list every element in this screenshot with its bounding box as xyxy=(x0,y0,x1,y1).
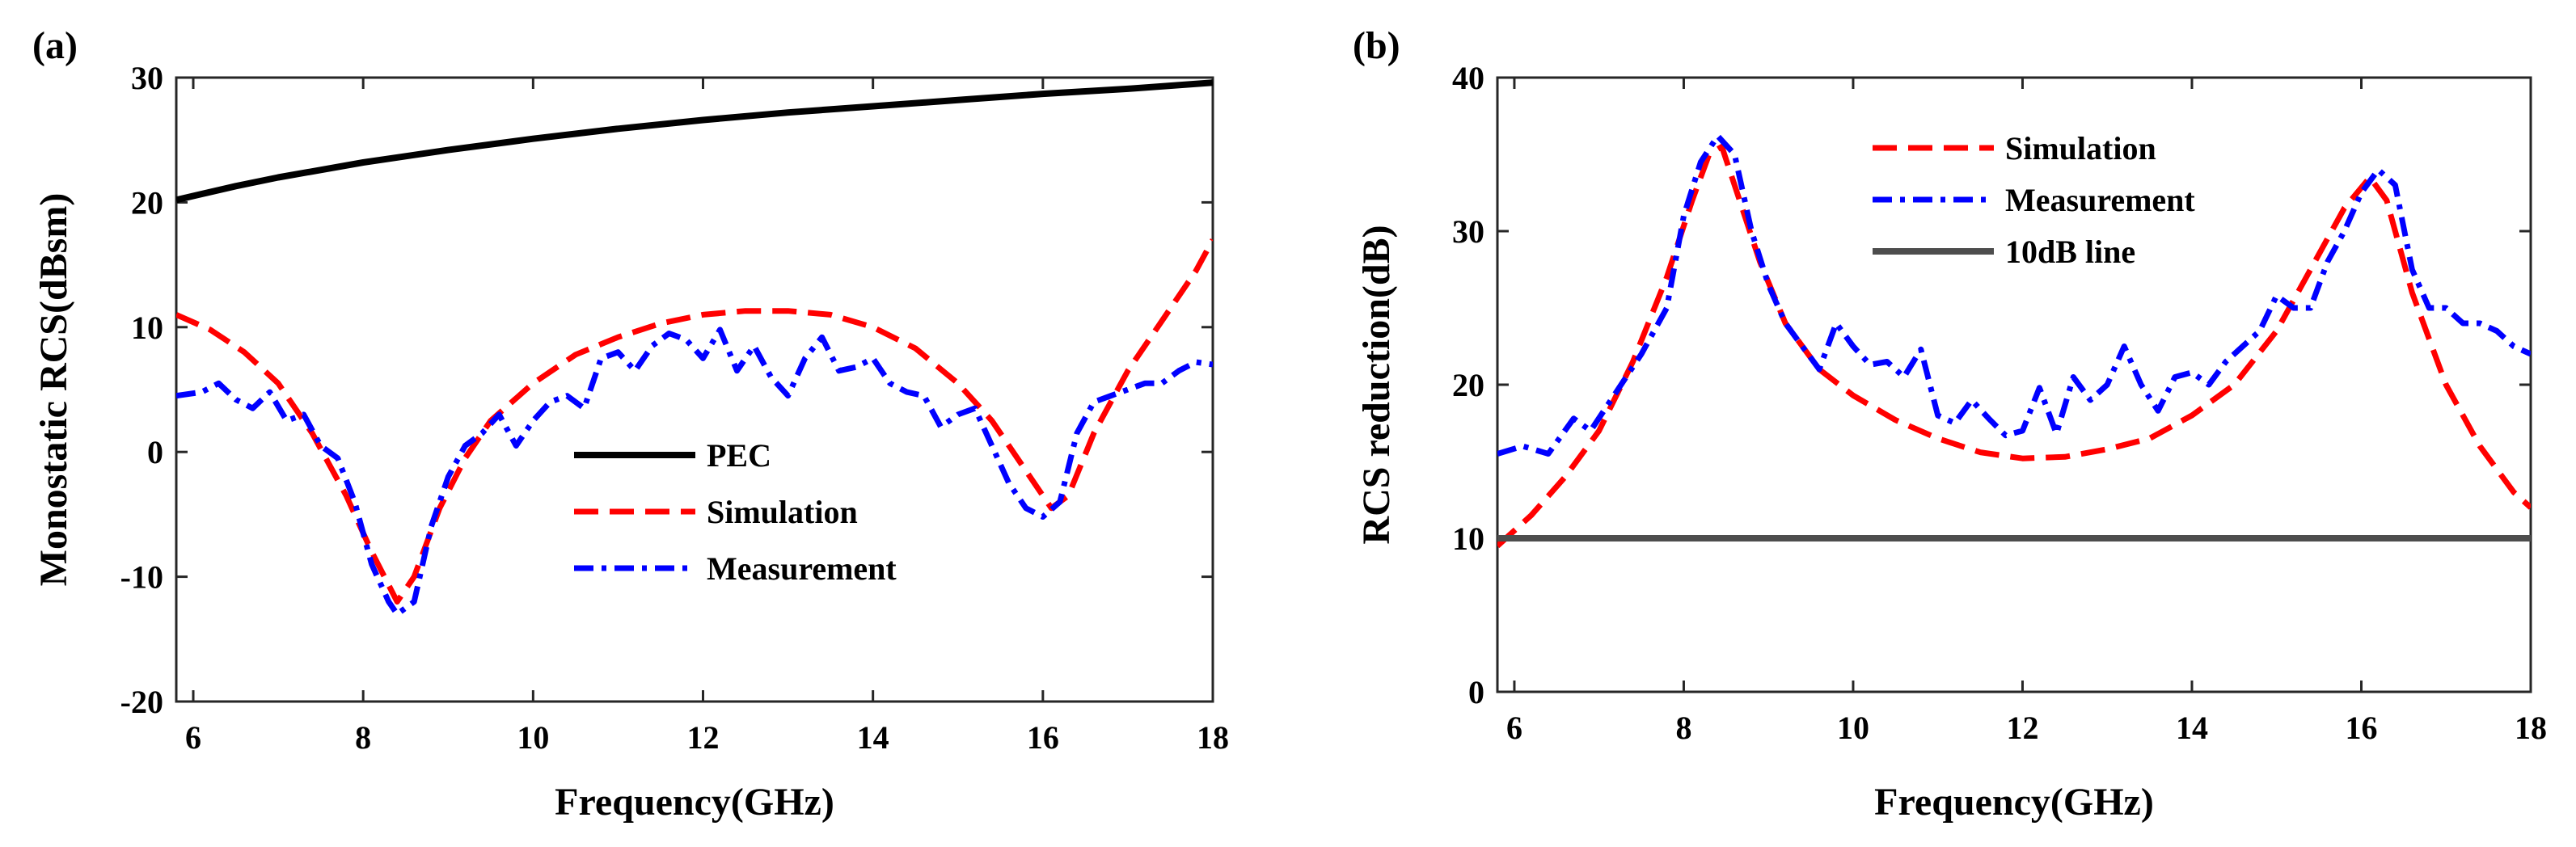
legend-label: PEC xyxy=(707,437,771,474)
legend-label: Simulation xyxy=(707,494,858,530)
y-axis-label: RCS reduction(dB) xyxy=(1355,225,1398,544)
chart-panel-a: (a) 6 8 10 12 14 16 18 -20 -10 0 10 20 30 Frequency(GH… xyxy=(32,24,1229,824)
x-tick-label: 6 xyxy=(185,719,201,756)
x-tick-label: 12 xyxy=(687,719,720,756)
legend-label: Simulation xyxy=(2005,130,2156,166)
y-tick-label: 30 xyxy=(1452,213,1484,250)
x-tick-label: 10 xyxy=(1837,710,1869,746)
x-tick-label: 18 xyxy=(1197,719,1229,756)
y-axis-label: Monostatic RCS(dBsm) xyxy=(32,193,75,587)
panel-label: (a) xyxy=(32,24,78,67)
x-tick-label: 12 xyxy=(2006,710,2038,746)
y-tick-label: 30 xyxy=(131,60,163,96)
x-axis-label: Frequency(GHz) xyxy=(555,781,834,824)
y-tick-label: 0 xyxy=(147,434,163,470)
chart-panel-b: (b) 6 8 10 12 14 16 18 0 10 20 30 40 Frequency(GHz) RC… xyxy=(1353,24,2547,824)
series-group xyxy=(1497,133,2531,549)
x-axis-label: Frequency(GHz) xyxy=(1874,781,2154,824)
legend: PEC Simulation Measurement xyxy=(574,437,897,587)
panel-label: (b) xyxy=(1353,24,1400,67)
series-line-measurement xyxy=(1497,133,2531,457)
x-tick-label: 14 xyxy=(2176,710,2208,746)
y-tick-label: 20 xyxy=(1452,367,1484,403)
y-tick-label: -20 xyxy=(120,684,163,720)
y-tick-label: 40 xyxy=(1452,60,1484,96)
y-tick-label: 10 xyxy=(131,310,163,346)
axes-box xyxy=(175,76,1214,703)
legend: Simulation Measurement 10dB line xyxy=(1873,130,2195,270)
axes-box xyxy=(1496,76,2532,693)
y-tick-label: 20 xyxy=(131,184,163,221)
y-tick-label: 10 xyxy=(1452,520,1484,557)
x-tick-label: 16 xyxy=(1027,719,1059,756)
x-tick-label: 18 xyxy=(2515,710,2547,746)
series-line-simulation xyxy=(176,238,1213,605)
series-line-simulation xyxy=(1497,144,2531,549)
legend-label: 10dB line xyxy=(2005,234,2135,270)
legend-label: Measurement xyxy=(707,550,897,587)
x-tick-label: 8 xyxy=(355,719,371,756)
x-tick-label: 14 xyxy=(857,719,889,756)
x-tick-label: 8 xyxy=(1675,710,1691,746)
series-line-pec xyxy=(176,79,1213,204)
series-group xyxy=(176,79,1213,617)
x-tick-label: 10 xyxy=(517,719,549,756)
y-tick-label: 0 xyxy=(1468,674,1484,710)
x-tick-label: 16 xyxy=(2345,710,2377,746)
x-tick-label: 6 xyxy=(1506,710,1522,746)
y-tick-label: -10 xyxy=(120,559,163,596)
legend-label: Measurement xyxy=(2005,182,2195,218)
